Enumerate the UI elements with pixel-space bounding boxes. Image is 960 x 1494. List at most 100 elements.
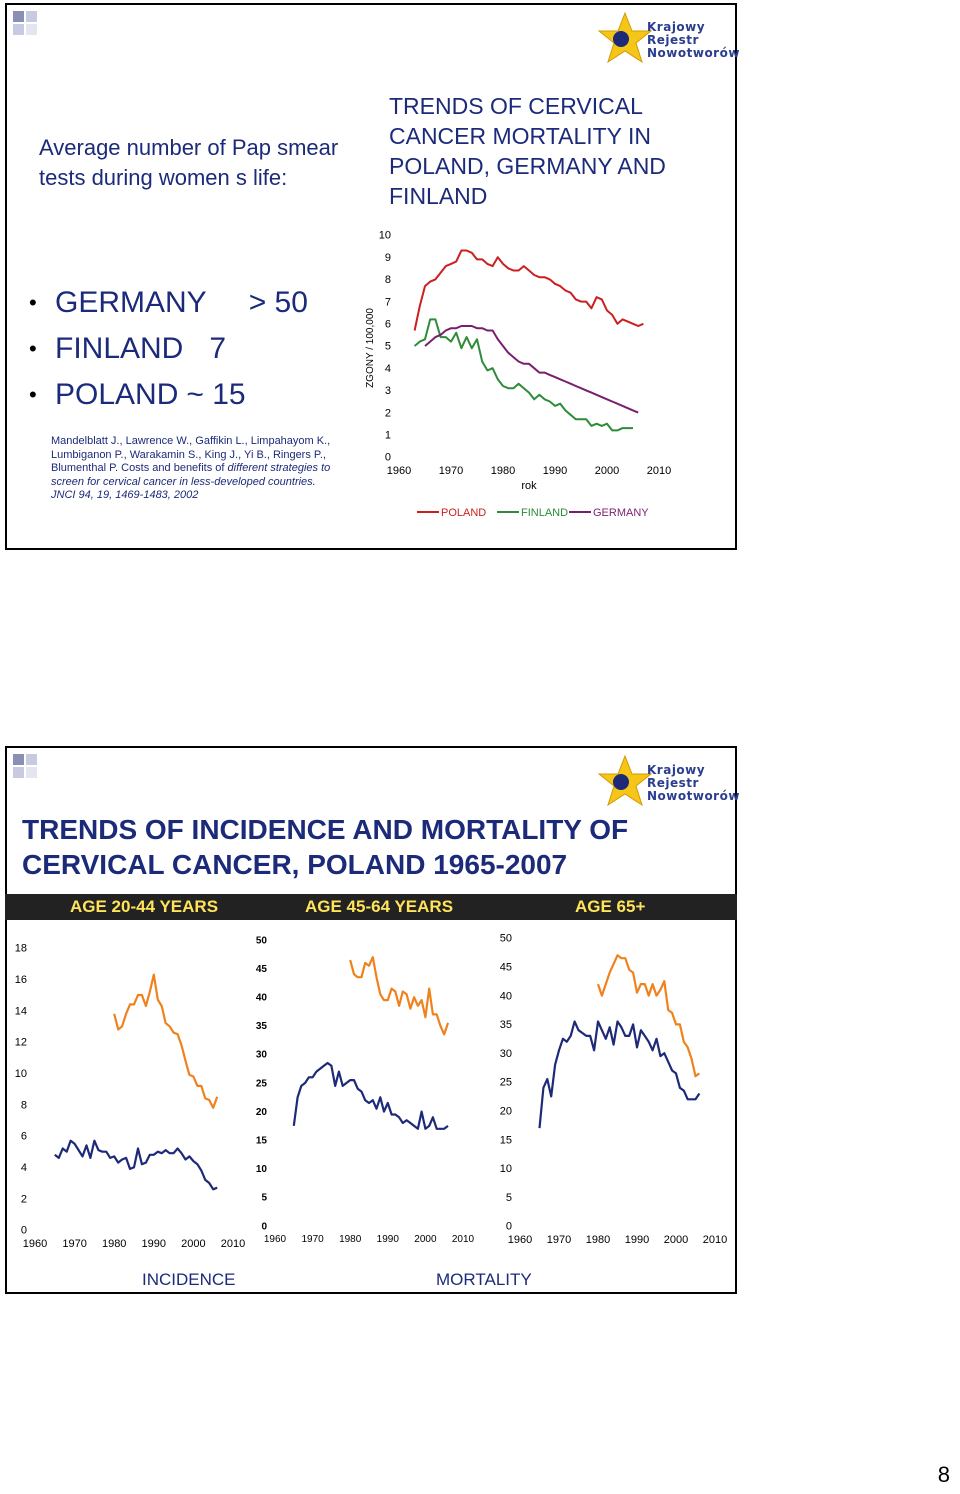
legend-label: POLAND bbox=[441, 507, 486, 519]
y-tick-label: 16 bbox=[15, 974, 27, 986]
y-tick-label: 20 bbox=[256, 1107, 268, 1118]
y-tick-label: 8 bbox=[21, 1099, 27, 1111]
country-name: POLAND bbox=[55, 378, 179, 411]
y-axis-label: ZGONY / 100,000 bbox=[365, 308, 376, 388]
star-logo-icon bbox=[597, 11, 653, 64]
x-tick-label: 2000 bbox=[414, 1234, 437, 1245]
logo-line-2: Rejestr bbox=[647, 33, 699, 47]
y-tick-label: 0 bbox=[261, 1221, 267, 1232]
age-group-band: AGE 20-44 YEARS AGE 45-64 YEARS AGE 65+ bbox=[5, 894, 737, 920]
x-tick-label: 1980 bbox=[339, 1234, 362, 1245]
mortality-line-chart: 0 1 2 3 4 5 6 7 8 9 10 1960 1970 1980 1990 2000 2010 ZGON… bbox=[365, 230, 671, 519]
y-tick-label: 2 bbox=[21, 1193, 27, 1205]
age-group-label: AGE 45-64 YEARS bbox=[305, 897, 454, 916]
x-tick-label: 1960 bbox=[387, 465, 411, 477]
y-tick-label: 0 bbox=[21, 1225, 27, 1237]
x-tick-label: 1960 bbox=[508, 1234, 532, 1246]
x-tick-label: 1980 bbox=[586, 1234, 610, 1246]
y-tick-label: 35 bbox=[500, 1019, 512, 1031]
y-tick-label: 45 bbox=[256, 964, 268, 975]
y-tick-label: 8 bbox=[385, 274, 391, 286]
x-tick-label: 2000 bbox=[595, 465, 619, 477]
x-axis-label: rok bbox=[521, 480, 537, 492]
y-tick-label: 12 bbox=[15, 1037, 27, 1049]
registry-logo: Krajowy Rejestr Nowotworów bbox=[595, 752, 739, 812]
y-tick-label: 6 bbox=[385, 318, 391, 330]
y-tick-label: 50 bbox=[256, 935, 268, 946]
list-item: • GERMANY > 50 bbox=[29, 286, 308, 319]
y-tick-label: 9 bbox=[385, 252, 391, 264]
y-tick-label: 30 bbox=[256, 1050, 268, 1061]
series-line-germany bbox=[424, 325, 639, 414]
x-tick-label: 1970 bbox=[547, 1234, 571, 1246]
y-tick-label: 15 bbox=[500, 1134, 512, 1146]
x-tick-label: 2010 bbox=[221, 1238, 245, 1250]
series-line-mortality bbox=[538, 1020, 701, 1129]
country-name: FINLAND bbox=[55, 332, 184, 365]
y-tick-label: 0 bbox=[506, 1221, 512, 1233]
x-tick-label: 1960 bbox=[23, 1238, 47, 1250]
mortality-label: MORTALITY bbox=[436, 1270, 532, 1289]
series-line-mortality bbox=[54, 1139, 218, 1191]
y-tick-label: 5 bbox=[506, 1192, 512, 1204]
age-group-label: AGE 20-44 YEARS bbox=[70, 897, 219, 916]
pap-smear-title: Average number of Pap smear tests during… bbox=[39, 135, 339, 190]
age-65-plus-chart: 0 5 10 15 20 25 30 35 40 45 50 1960 1970 1980 1990 2000… bbox=[500, 933, 727, 1246]
reference-citation: Mandelblatt J., Lawrence W., Gaffikin L.… bbox=[51, 435, 341, 503]
y-tick-label: 10 bbox=[379, 230, 391, 242]
logo-text-block: Krajowy Rejestr Nowotworów bbox=[647, 21, 740, 60]
legend-label: GERMANY bbox=[593, 507, 649, 519]
y-tick-label: 25 bbox=[256, 1078, 268, 1089]
reference-authors: Mandelblatt J., Lawrence W., Gaffikin L.… bbox=[51, 435, 331, 474]
age-20-44-chart: 0 2 4 6 8 10 12 14 16 18 1960 1970 1980 1990 2000 2010 bbox=[15, 943, 245, 1250]
page-number: 8 bbox=[937, 1462, 950, 1487]
legend-label: FINLAND bbox=[521, 507, 568, 519]
x-tick-label: 2000 bbox=[181, 1238, 205, 1250]
x-tick-label: 2010 bbox=[452, 1234, 475, 1245]
list-item: • POLAND ~ 15 bbox=[29, 378, 246, 411]
logo-line-1: Krajowy bbox=[647, 20, 706, 34]
mortality-chart-title: TRENDS OF CERVICAL CANCER MORTALITY IN P… bbox=[389, 93, 666, 209]
x-tick-label: 1970 bbox=[301, 1234, 324, 1245]
series-line-mortality bbox=[292, 1061, 449, 1130]
y-tick-label: 25 bbox=[500, 1077, 512, 1089]
logo-line-1: Krajowy bbox=[647, 763, 706, 777]
slide-corner-squares bbox=[13, 11, 49, 39]
series-line-poland bbox=[413, 249, 644, 331]
y-tick-label: 45 bbox=[500, 961, 512, 973]
country-value: > 50 bbox=[248, 286, 308, 319]
reference-journal: JNCI 94, 19, 1469-1483, 2002 bbox=[51, 489, 199, 501]
x-tick-label: 1990 bbox=[142, 1238, 166, 1250]
y-tick-label: 40 bbox=[256, 993, 268, 1004]
country-name: GERMANY bbox=[55, 286, 207, 319]
y-tick-label: 5 bbox=[261, 1193, 267, 1204]
country-value: ~ 15 bbox=[186, 378, 246, 411]
y-tick-label: 3 bbox=[385, 385, 391, 397]
y-tick-label: 50 bbox=[500, 933, 512, 945]
series-line-incidence bbox=[596, 954, 701, 1078]
logo-text-block: Krajowy Rejestr Nowotworów bbox=[647, 764, 740, 803]
series-line-incidence bbox=[113, 973, 219, 1109]
series-line-incidence bbox=[349, 956, 450, 1036]
age-45-64-chart: 0 5 10 15 20 25 30 35 40 45 50 1960 1970 1980 1990 2000… bbox=[256, 935, 475, 1245]
y-tick-label: 10 bbox=[256, 1164, 268, 1175]
logo-line-2: Rejestr bbox=[647, 776, 699, 790]
x-tick-label: 1960 bbox=[264, 1234, 287, 1245]
incidence-mortality-title: TRENDS OF INCIDENCE AND MORTALITY OF CER… bbox=[22, 814, 629, 880]
x-tick-label: 2010 bbox=[703, 1234, 727, 1246]
logo-line-3: Nowotworów bbox=[647, 46, 740, 60]
x-tick-label: 1990 bbox=[625, 1234, 649, 1246]
x-tick-label: 1990 bbox=[543, 465, 567, 477]
x-tick-label: 2010 bbox=[647, 465, 671, 477]
country-value: 7 bbox=[209, 332, 227, 365]
x-tick-label: 1990 bbox=[377, 1234, 400, 1245]
list-item: • FINLAND 7 bbox=[29, 332, 227, 365]
pap-smear-list: • GERMANY > 50 • FINLAND 7 • POLAND ~ 15 bbox=[29, 280, 308, 418]
x-tick-label: 1970 bbox=[439, 465, 463, 477]
slide-incidence-mortality: Krajowy Rejestr Nowotworów bbox=[5, 746, 739, 1294]
x-tick-label: 1970 bbox=[62, 1238, 86, 1250]
slide-corner-squares bbox=[13, 754, 49, 782]
y-tick-label: 0 bbox=[385, 452, 391, 464]
x-tick-label: 1980 bbox=[102, 1238, 126, 1250]
y-tick-label: 35 bbox=[256, 1021, 268, 1032]
